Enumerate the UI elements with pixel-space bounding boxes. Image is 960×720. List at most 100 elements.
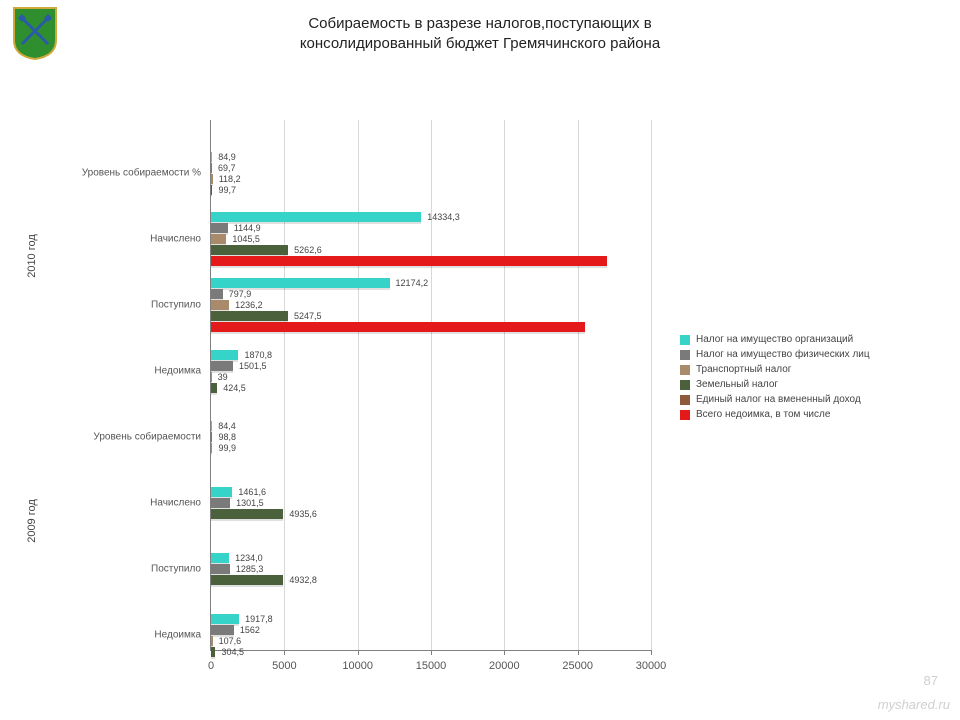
category-label: Поступило	[151, 300, 201, 311]
bar-value-label: 1301,5	[236, 498, 264, 508]
bar	[211, 152, 212, 162]
gridline	[504, 120, 505, 650]
legend-swatch	[680, 350, 690, 360]
legend-item: Транспортный налог	[680, 364, 870, 375]
bar	[211, 234, 226, 244]
bar	[211, 289, 223, 299]
bar	[211, 575, 283, 585]
bar-value-label: 12174,2	[396, 278, 429, 288]
x-tick	[651, 650, 652, 655]
legend-swatch	[680, 380, 690, 390]
legend-swatch	[680, 410, 690, 420]
bar-value-label: 14334,3	[427, 212, 460, 222]
category-label: Поступило	[151, 564, 201, 575]
bar	[211, 256, 607, 266]
bar-value-label: 99,9	[218, 443, 236, 453]
bar	[211, 432, 212, 442]
legend-label: Всего недоимка, в том числе	[696, 409, 830, 420]
x-axis-label: 30000	[636, 660, 667, 672]
title-line1: Собираемость в разрезе налогов,поступающ…	[308, 15, 651, 32]
bar-value-label: 1285,3	[236, 564, 264, 574]
bar-value-label: 4932,8	[289, 575, 317, 585]
x-axis-label: 25000	[562, 660, 593, 672]
bar-value-label: 84,9	[218, 152, 236, 162]
bar-value-label: 797,9	[229, 289, 252, 299]
gridline	[431, 120, 432, 650]
bar-value-label: 424,5	[223, 383, 246, 393]
x-axis-label: 15000	[416, 660, 447, 672]
bar	[211, 212, 421, 222]
category-label: Начислено	[150, 234, 201, 245]
bar	[211, 185, 212, 195]
bar-value-label: 1501,5	[239, 361, 267, 371]
gridline	[358, 120, 359, 650]
bar	[211, 636, 213, 646]
gridline	[651, 120, 652, 650]
gridline	[578, 120, 579, 650]
bar	[211, 322, 585, 332]
bar	[211, 383, 217, 393]
category-label: Уровень собираемости %	[82, 168, 201, 179]
bar	[211, 372, 212, 382]
x-tick	[431, 650, 432, 655]
bar-value-label: 98,8	[218, 432, 236, 442]
bar-value-label: 1461,6	[238, 487, 266, 497]
bar	[211, 350, 238, 360]
bar-value-label: 5262,6	[294, 245, 322, 255]
bar-value-label: 69,7	[218, 163, 236, 173]
bar	[211, 647, 215, 657]
x-axis-label: 5000	[272, 660, 296, 672]
x-axis-label: 0	[208, 660, 214, 672]
bar	[211, 498, 230, 508]
bar	[211, 245, 288, 255]
bar	[211, 421, 212, 431]
legend-item: Единый налог на вмененный доход	[680, 394, 870, 405]
bar-value-label: 39	[218, 372, 228, 382]
bar	[211, 487, 232, 497]
x-axis-label: 10000	[342, 660, 373, 672]
gridline	[284, 120, 285, 650]
bar-value-label: 1144,9	[234, 223, 261, 233]
category-label: Начислено	[150, 498, 201, 509]
bar-value-label: 1562	[240, 625, 260, 635]
bar	[211, 564, 230, 574]
watermark: myshared.ru	[878, 697, 950, 712]
bar	[211, 553, 229, 563]
bar	[211, 174, 213, 184]
bar-value-label: 1870,8	[244, 350, 272, 360]
bar-value-label: 99,7	[218, 185, 236, 195]
bar-value-label: 1917,8	[245, 614, 273, 624]
x-tick	[358, 650, 359, 655]
legend-label: Земельный налог	[696, 379, 778, 390]
category-label: Уровень собираемости	[93, 432, 201, 443]
bar-value-label: 4935,6	[289, 509, 317, 519]
x-tick	[504, 650, 505, 655]
bar	[211, 614, 239, 624]
legend: Налог на имущество организаций Налог на и…	[680, 330, 870, 424]
bar	[211, 443, 212, 453]
year-label-2009: 2009 год	[26, 499, 38, 543]
bar	[211, 300, 229, 310]
bar-value-label: 5247,5	[294, 311, 322, 321]
bar-value-label: 118,2	[219, 174, 241, 184]
legend-label: Налог на имущество организаций	[696, 334, 853, 345]
legend-label: Единый налог на вмененный доход	[696, 394, 861, 405]
legend-swatch	[680, 335, 690, 345]
legend-label: Налог на имущество физических лиц	[696, 349, 870, 360]
chart-area: 050001000015000200002500030000Уровень со…	[70, 120, 650, 680]
legend-item: Земельный налог	[680, 379, 870, 390]
x-tick	[578, 650, 579, 655]
legend-item: Налог на имущество физических лиц	[680, 349, 870, 360]
bar	[211, 361, 233, 371]
bar-value-label: 1234,0	[235, 553, 263, 563]
bar-value-label: 1236,2	[235, 300, 263, 310]
bar	[211, 311, 288, 321]
legend-item: Налог на имущество организаций	[680, 334, 870, 345]
chart-title: Собираемость в разрезе налогов,поступающ…	[0, 14, 960, 53]
plot-area: 050001000015000200002500030000Уровень со…	[210, 120, 651, 651]
bar-value-label: 107,6	[219, 636, 242, 646]
x-tick	[284, 650, 285, 655]
bar	[211, 509, 283, 519]
legend-swatch	[680, 395, 690, 405]
bar	[211, 625, 234, 635]
